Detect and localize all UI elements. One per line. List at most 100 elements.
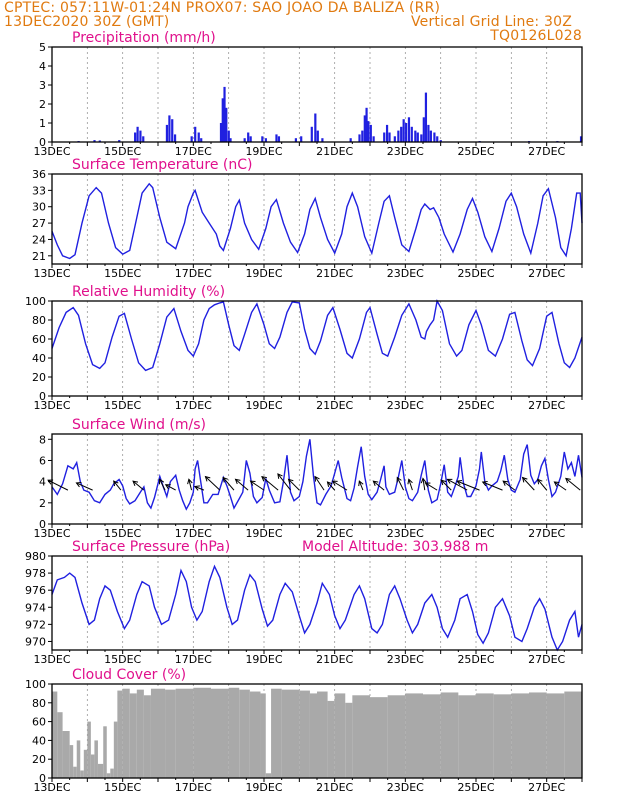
x-tick-label: 15DEC xyxy=(104,781,141,794)
x-tick-label: 15DEC xyxy=(104,267,141,280)
precip-bar xyxy=(249,136,252,142)
wind-arrow xyxy=(358,480,364,491)
x-tick-label: 17DEC xyxy=(175,653,212,666)
x-tick-label: 15DEC xyxy=(104,399,141,412)
x-tick-label: 23DEC xyxy=(387,527,424,540)
wind-arrow xyxy=(235,478,249,491)
x-tick-label: 25DEC xyxy=(457,527,494,540)
cloud-bar xyxy=(117,690,123,778)
precip-bar xyxy=(372,136,375,142)
x-tick-label: 27DEC xyxy=(528,527,565,540)
cloud-bar xyxy=(440,692,459,778)
wind-arrow xyxy=(554,481,567,491)
y-tick-label: 100 xyxy=(25,678,46,691)
cloud-bar xyxy=(345,702,353,778)
y-tick-label: 20 xyxy=(32,753,46,766)
precip-bar xyxy=(261,136,264,142)
cloud-bar xyxy=(260,693,266,778)
x-tick-label: 21DEC xyxy=(316,145,353,158)
x-tick-label: 13DEC xyxy=(33,267,70,280)
precip-bar xyxy=(358,134,361,142)
wind-arrow xyxy=(522,477,535,491)
precip-bar xyxy=(118,140,121,142)
x-tick-label: 19DEC xyxy=(245,399,282,412)
precip-bar xyxy=(247,132,250,142)
y-tick-label: 4 xyxy=(39,60,46,73)
x-tick-label: 17DEC xyxy=(175,267,212,280)
x-tick-label: 27DEC xyxy=(528,653,565,666)
precip-bar xyxy=(367,121,370,142)
wind-arrowhead xyxy=(446,478,453,484)
x-tick-label: 23DEC xyxy=(387,267,424,280)
precip-bar xyxy=(397,130,400,142)
y-tick-label: 80 xyxy=(32,697,46,710)
wind-arrowhead xyxy=(187,478,193,485)
wind-arrowhead xyxy=(164,484,171,490)
wind-arrowhead xyxy=(249,480,256,486)
precip-bar xyxy=(414,130,417,142)
precip-bar xyxy=(134,132,137,142)
wind-arrow xyxy=(447,478,468,491)
panel-5: 970 972 974 976 978 980 13DEC 15DEC 17DEC 19DEC 21… xyxy=(25,539,583,666)
wind-arrow xyxy=(408,479,413,491)
series-line xyxy=(51,564,583,652)
y-tick-label: 980 xyxy=(25,550,46,563)
cloud-bar xyxy=(193,687,211,778)
precip-bar xyxy=(190,136,193,142)
cloud-bar xyxy=(458,695,476,778)
cloud-bar xyxy=(73,766,77,778)
wind-arrowhead xyxy=(396,476,402,483)
cloud-bar xyxy=(476,693,494,778)
cloud-bar xyxy=(94,740,98,778)
wind-arrow xyxy=(396,477,405,491)
x-tick-label: 17DEC xyxy=(175,145,212,158)
precip-bar xyxy=(171,119,174,142)
precip-bar xyxy=(136,126,139,142)
wind-arrow xyxy=(250,480,265,491)
cloud-bar xyxy=(129,693,137,778)
wind-arrowhead xyxy=(358,480,364,487)
y-tick-label: 0 xyxy=(39,772,46,785)
wind-arrow xyxy=(314,476,325,491)
x-tick-label: 25DEC xyxy=(457,267,494,280)
precip-bar xyxy=(407,117,411,142)
cloud-bar xyxy=(136,689,144,778)
cloud-bar xyxy=(228,687,240,778)
cloud-bar xyxy=(564,691,582,778)
cloud-bar xyxy=(387,695,406,778)
y-tick-label: 24 xyxy=(32,233,46,246)
x-tick-label: 15DEC xyxy=(104,527,141,540)
wind-arrow xyxy=(456,480,480,491)
wind-arrowhead xyxy=(234,478,241,485)
x-tick-label: 21DEC xyxy=(316,399,353,412)
y-tick-label: 27 xyxy=(32,217,46,230)
wind-arrow xyxy=(422,478,426,491)
cloud-bar xyxy=(90,754,95,778)
x-tick-label: 19DEC xyxy=(245,781,282,794)
wind-arrowhead xyxy=(372,480,379,486)
x-tick-label: 23DEC xyxy=(387,781,424,794)
y-tick-label: 976 xyxy=(25,584,46,597)
wind-arrowhead xyxy=(456,480,463,486)
wind-arrow xyxy=(565,478,581,491)
panel-title: Surface Wind (m/s) xyxy=(72,417,206,433)
y-tick-label: 36 xyxy=(32,168,46,181)
cloud-bar xyxy=(317,691,328,778)
cloud-bar xyxy=(405,693,423,778)
y-tick-label: 3 xyxy=(39,79,46,92)
x-tick-label: 21DEC xyxy=(316,527,353,540)
cloud-bar xyxy=(165,689,176,778)
cloud-bar xyxy=(80,770,84,778)
precip-bar xyxy=(294,138,297,142)
wind-arrow xyxy=(277,473,291,491)
cloud-bar xyxy=(103,726,107,778)
precip-bar xyxy=(168,115,171,142)
y-tick-label: 2 xyxy=(39,497,46,510)
cloud-bar xyxy=(143,695,151,778)
header-model-id: TQ0126L028 xyxy=(490,28,582,44)
x-tick-label: 21DEC xyxy=(316,781,353,794)
y-tick-label: 970 xyxy=(25,635,46,648)
wind-arrowhead xyxy=(481,480,488,487)
y-tick-label: 8 xyxy=(39,433,46,446)
panel-frame xyxy=(51,173,583,265)
